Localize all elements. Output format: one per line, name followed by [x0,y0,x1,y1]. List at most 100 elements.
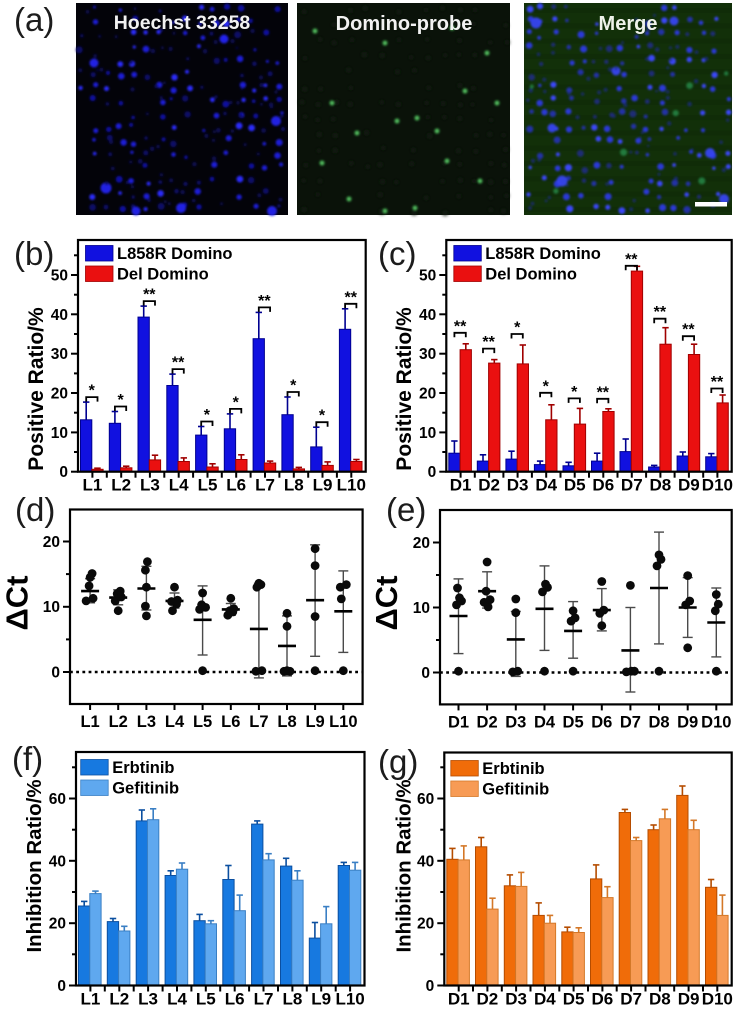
svg-text:(g): (g) [378,743,418,780]
svg-text:0: 0 [421,665,430,682]
svg-text:D8: D8 [650,476,672,495]
svg-text:L4: L4 [167,990,187,1009]
svg-text:L8: L8 [277,713,296,731]
svg-text:**: ** [482,334,495,351]
svg-text:D3: D3 [505,713,526,731]
svg-text:40: 40 [419,307,436,324]
svg-text:10: 10 [51,425,68,442]
svg-text:D2: D2 [477,990,499,1009]
svg-text:Inhibition Ratio/%: Inhibition Ratio/% [23,779,46,952]
svg-text:L1: L1 [82,476,102,495]
svg-text:20: 20 [49,916,66,933]
svg-text:L4: L4 [165,713,185,731]
svg-text:L10: L10 [337,476,366,495]
svg-text:D3: D3 [507,476,529,495]
svg-text:0: 0 [59,464,68,481]
svg-text:**: ** [625,251,638,268]
svg-text:Positive Ratio/%: Positive Ratio/% [25,307,48,471]
svg-text:L6: L6 [225,990,245,1009]
svg-text:D8: D8 [648,713,669,731]
svg-text:D4: D4 [535,476,557,495]
svg-text:Gefitinib: Gefitinib [112,780,179,798]
svg-text:**: ** [258,293,271,310]
svg-text:*: * [290,378,297,395]
svg-text:30: 30 [51,346,68,363]
svg-text:L5: L5 [196,990,216,1009]
svg-text:10: 10 [413,600,430,617]
svg-text:40: 40 [49,853,66,870]
svg-text:20: 20 [413,535,430,552]
svg-text:20: 20 [51,386,68,403]
svg-text:ΔCt: ΔCt [369,576,404,631]
svg-text:0: 0 [426,978,435,995]
svg-text:L7: L7 [255,476,275,495]
svg-text:**: ** [654,304,667,321]
svg-text:L8: L8 [282,990,302,1009]
svg-text:L5: L5 [193,713,212,731]
svg-text:D1: D1 [448,713,469,731]
svg-text:D5: D5 [563,713,584,731]
svg-text:D6: D6 [591,713,612,731]
svg-text:(b): (b) [14,235,54,272]
svg-text:60: 60 [417,791,434,808]
svg-text:**: ** [597,384,610,401]
svg-text:L5: L5 [198,476,218,495]
svg-text:D8: D8 [649,990,671,1009]
svg-text:*: * [514,320,521,337]
svg-text:D6: D6 [592,990,614,1009]
svg-text:Domino-probe: Domino-probe [336,13,473,35]
svg-text:*: * [319,408,326,425]
svg-text:L10: L10 [329,713,357,731]
svg-text:10: 10 [43,599,60,616]
svg-text:D7: D7 [621,476,643,495]
svg-text:D9: D9 [677,713,698,731]
svg-text:Erbtinib: Erbtinib [482,760,544,778]
svg-text:D10: D10 [702,476,733,495]
svg-text:(f): (f) [12,740,43,777]
svg-text:*: * [89,383,96,400]
svg-text:**: ** [172,355,185,372]
svg-text:L3: L3 [138,990,158,1009]
svg-text:L1: L1 [80,713,99,731]
svg-text:Merge: Merge [599,13,658,35]
svg-text:*: * [571,384,578,401]
svg-text:40: 40 [51,307,68,324]
svg-text:20: 20 [43,534,60,551]
svg-text:L2: L2 [109,713,128,731]
svg-text:L10: L10 [335,990,364,1009]
svg-text:40: 40 [417,853,434,870]
svg-text:Del Domino: Del Domino [485,266,577,284]
svg-text:60: 60 [49,791,66,808]
svg-text:L2: L2 [111,476,131,495]
svg-text:D5: D5 [564,476,586,495]
svg-text:**: ** [143,287,156,304]
svg-text:Hoechst 33258: Hoechst 33258 [114,12,251,34]
svg-text:20: 20 [417,916,434,933]
svg-text:L6: L6 [221,713,240,731]
svg-text:30: 30 [419,346,436,363]
svg-text:ΔCt: ΔCt [0,576,35,631]
svg-text:50: 50 [419,268,436,285]
svg-text:*: * [543,378,550,395]
svg-text:0: 0 [51,665,60,682]
svg-text:**: ** [682,322,695,339]
svg-text:L858R Domino: L858R Domino [485,245,601,263]
svg-text:**: ** [711,374,724,391]
svg-text:L3: L3 [140,476,160,495]
svg-text:Erbtinib: Erbtinib [112,759,174,777]
svg-text:Del Domino: Del Domino [117,266,209,284]
svg-text:L3: L3 [137,713,156,731]
svg-text:D2: D2 [478,476,500,495]
svg-text:D10: D10 [702,990,733,1009]
svg-text:*: * [233,394,240,411]
svg-text:10: 10 [419,425,436,442]
svg-text:L9: L9 [311,990,331,1009]
svg-text:D6: D6 [592,476,614,495]
svg-text:D10: D10 [701,713,731,731]
svg-text:D2: D2 [477,713,498,731]
svg-text:(d): (d) [15,491,55,528]
svg-text:L7: L7 [254,990,274,1009]
svg-text:D4: D4 [534,990,556,1009]
svg-text:0: 0 [428,464,437,481]
svg-text:D4: D4 [534,713,556,731]
